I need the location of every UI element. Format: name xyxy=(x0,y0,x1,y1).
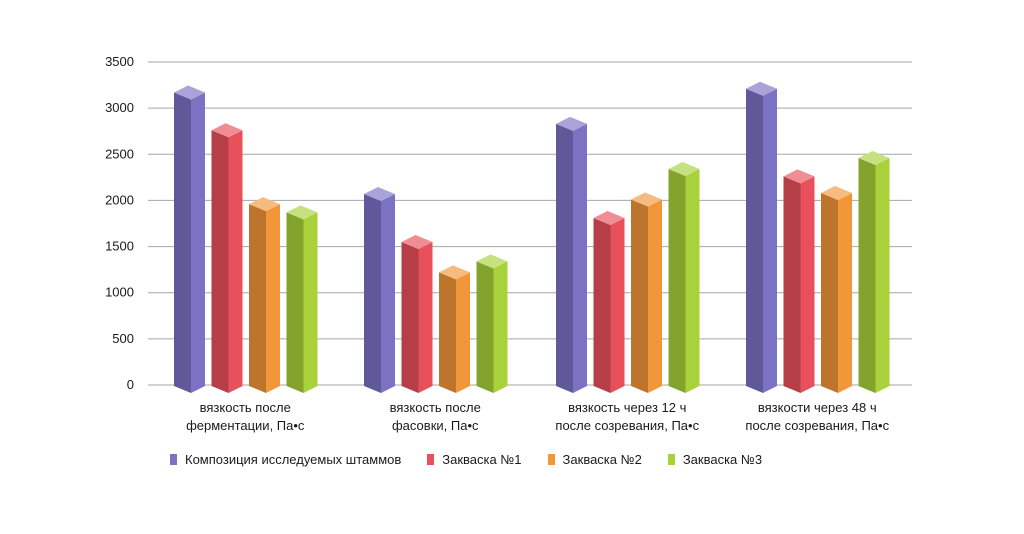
bar-face-top xyxy=(401,234,433,249)
bar-face-side xyxy=(648,199,662,393)
x-category-label: после созревания, Па•с xyxy=(555,418,699,433)
bar-face-side xyxy=(381,193,395,393)
bar-face-side xyxy=(610,217,625,393)
bar-face-top xyxy=(668,162,700,177)
bar-face-side xyxy=(800,176,815,393)
legend-swatch xyxy=(547,454,555,465)
y-tick-label: 2500 xyxy=(105,146,134,161)
bar-face-front xyxy=(249,204,266,393)
bar-face-front xyxy=(556,123,573,394)
y-tick-label: 1500 xyxy=(105,239,134,254)
bar-face-front xyxy=(746,88,763,394)
x-category-label: вязкость после xyxy=(390,400,481,415)
bar-face-top xyxy=(821,186,852,201)
bar xyxy=(401,234,433,393)
x-category-label: вязкость после xyxy=(200,400,291,415)
bar xyxy=(631,192,662,393)
x-category-label: после созревания, Па•с xyxy=(745,418,889,433)
bar-face-side xyxy=(228,130,243,393)
bar xyxy=(211,123,243,393)
bar-face-front xyxy=(476,261,494,393)
bar-face-top xyxy=(211,123,243,138)
bar-face-front xyxy=(364,193,381,393)
legend-item: Закваска №1 xyxy=(427,452,522,467)
y-tick-label: 2000 xyxy=(105,192,134,207)
bar xyxy=(249,197,280,393)
legend-item: Закваска №2 xyxy=(547,452,642,467)
bar-face-side xyxy=(456,272,470,393)
y-tick-label: 3000 xyxy=(105,100,134,115)
bar-face-front xyxy=(631,199,648,393)
x-category-label: фасовки, Па•с xyxy=(392,418,479,433)
legend-item: Композиция исследуемых штаммов xyxy=(170,452,401,467)
bar xyxy=(821,186,852,393)
y-tick-label: 500 xyxy=(112,331,134,346)
x-category-label: ферментации, Па•с xyxy=(186,418,305,433)
bar-face-top xyxy=(593,210,625,225)
bar-face-top xyxy=(858,150,890,165)
legend-swatch xyxy=(667,454,675,465)
bar-face-front xyxy=(783,176,801,393)
bar-face-side xyxy=(266,204,280,393)
bar-face-top xyxy=(783,169,815,184)
bar-face-side xyxy=(418,241,433,393)
x-category-label: вязкости через 48 ч xyxy=(758,400,877,415)
bar-face-side xyxy=(573,123,587,394)
y-tick-label: 3500 xyxy=(105,54,134,69)
bar-face-side xyxy=(875,157,890,393)
bar-face-top xyxy=(249,197,280,212)
bar-face-side xyxy=(838,193,852,393)
bar-face-side xyxy=(303,212,318,393)
bar-face-side xyxy=(191,92,205,393)
bar-face-top xyxy=(174,85,205,100)
bar xyxy=(364,186,395,393)
bar-face-top xyxy=(364,186,395,201)
bar xyxy=(668,162,700,393)
bar-face-top xyxy=(476,254,508,269)
y-tick-label: 0 xyxy=(127,377,134,392)
bar-face-front xyxy=(439,272,456,393)
bar xyxy=(286,205,318,393)
bar xyxy=(439,265,470,393)
bar-face-side xyxy=(763,88,777,394)
bar xyxy=(174,85,205,393)
bar xyxy=(476,254,508,393)
legend-label: Закваска №3 xyxy=(682,452,763,467)
bar-face-top xyxy=(631,192,662,207)
bar xyxy=(593,210,625,393)
legend-swatch xyxy=(170,454,177,465)
bar-face-front xyxy=(821,193,838,393)
y-tick-label: 1000 xyxy=(105,285,134,300)
bar xyxy=(746,81,777,394)
bar xyxy=(556,116,587,394)
legend-label: Закваска №1 xyxy=(442,452,522,467)
bar-face-top xyxy=(556,116,587,131)
bar-face-front xyxy=(858,157,876,393)
legend-label: Закваска №2 xyxy=(562,452,642,467)
legend-label: Композиция исследуемых штаммов xyxy=(185,452,402,467)
x-category-label: вязкость через 12 ч xyxy=(568,400,686,415)
bar-face-front xyxy=(286,212,304,393)
bar-face-side xyxy=(493,261,508,393)
bar-face-top xyxy=(439,265,470,280)
bar xyxy=(858,150,890,393)
bar-face-front xyxy=(668,169,686,393)
legend-item: Закваска №3 xyxy=(667,452,763,467)
bar-face-front xyxy=(174,92,191,393)
bar-face-top xyxy=(746,81,777,96)
bar-face-top xyxy=(286,205,318,220)
legend-swatch xyxy=(427,454,435,465)
bar-face-front xyxy=(401,241,419,393)
bar-face-front xyxy=(593,217,611,393)
bar-face-side xyxy=(685,169,700,393)
bar xyxy=(783,169,815,393)
legend: Композиция исследуемых штаммов Закваска №… xyxy=(170,452,788,467)
bar-face-front xyxy=(211,130,229,393)
